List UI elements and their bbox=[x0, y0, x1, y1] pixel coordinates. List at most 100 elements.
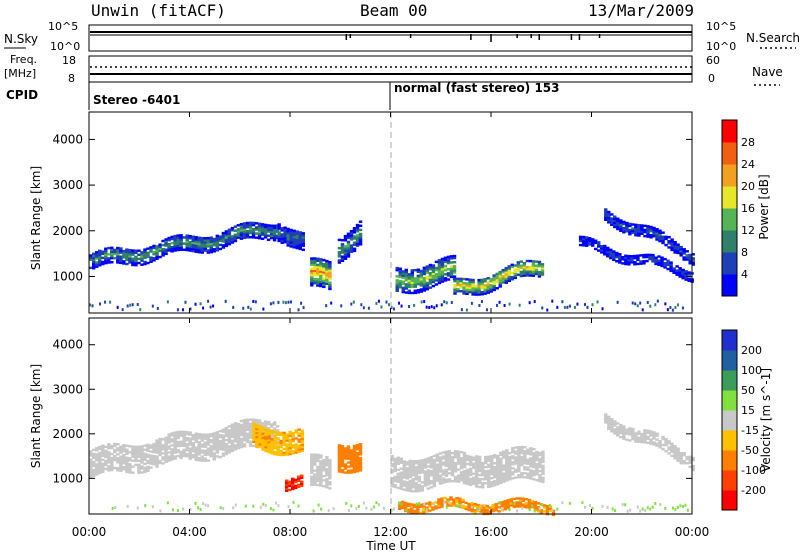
heatmap-cell bbox=[691, 464, 695, 468]
heatmap-cell bbox=[440, 265, 445, 269]
heatmap-cell bbox=[566, 305, 569, 309]
heatmap-cell bbox=[119, 257, 123, 261]
heatmap-cell bbox=[607, 419, 611, 423]
heatmap-cell bbox=[89, 472, 93, 475]
heatmap-cell bbox=[538, 473, 542, 477]
heatmap-cell bbox=[507, 269, 511, 272]
heatmap-cell bbox=[176, 234, 180, 237]
heatmap-cell bbox=[146, 247, 150, 250]
heatmap-cell bbox=[155, 461, 159, 464]
heatmap-cell bbox=[194, 436, 198, 439]
heatmap-cell bbox=[110, 261, 114, 264]
heatmap-cell bbox=[206, 459, 210, 462]
heatmap-cell bbox=[461, 504, 465, 508]
heatmap-cell bbox=[508, 302, 511, 306]
heatmap-cell bbox=[134, 459, 138, 463]
heatmap-cell bbox=[131, 447, 135, 450]
heatmap-cell bbox=[480, 482, 485, 485]
heatmap-cell bbox=[573, 305, 576, 309]
heatmap-cell bbox=[622, 226, 626, 230]
heatmap-cell bbox=[209, 242, 214, 246]
heatmap-cell bbox=[247, 305, 250, 309]
heatmap-cell bbox=[459, 279, 463, 283]
heatmap-cell bbox=[440, 270, 445, 273]
heatmap-cell bbox=[358, 241, 363, 244]
heatmap-cell bbox=[328, 260, 332, 264]
heatmap-cell bbox=[625, 221, 629, 225]
heatmap-cell bbox=[496, 462, 500, 466]
heatmap-cell bbox=[420, 467, 425, 470]
heatmap-cell bbox=[502, 476, 506, 479]
heatmap-cell bbox=[520, 449, 524, 453]
heatmap-cell bbox=[401, 290, 405, 294]
heatmap-cell bbox=[426, 475, 431, 478]
heatmap-cell bbox=[414, 488, 419, 491]
heatmap-cell bbox=[464, 501, 468, 505]
heatmap-cell bbox=[529, 469, 533, 472]
colorbar-tick-label: -50 bbox=[741, 444, 759, 457]
heatmap-cell bbox=[152, 458, 156, 462]
heatmap-cell bbox=[152, 450, 156, 454]
heatmap-cell bbox=[158, 247, 162, 251]
heatmap-cell bbox=[104, 251, 108, 255]
heatmap-cell bbox=[233, 237, 238, 241]
heatmap-cell bbox=[107, 257, 111, 260]
heatmap-cell bbox=[316, 278, 320, 281]
heatmap-cell bbox=[126, 304, 129, 308]
heatmap-cell bbox=[116, 443, 120, 446]
heatmap-cell bbox=[636, 304, 639, 308]
heatmap-cell bbox=[355, 464, 360, 467]
heatmap-cell bbox=[529, 473, 533, 476]
heatmap-cell bbox=[283, 228, 287, 232]
heatmap-cell bbox=[122, 462, 126, 465]
heatmap-cell bbox=[197, 447, 201, 450]
heatmap-cell bbox=[343, 463, 348, 466]
heatmap-cell bbox=[95, 263, 99, 266]
heatmap-cell bbox=[276, 433, 280, 436]
heatmap-cell bbox=[413, 509, 417, 513]
heatmap-cell bbox=[313, 483, 317, 486]
heatmap-cell bbox=[113, 456, 117, 460]
heatmap-cell bbox=[681, 272, 685, 276]
heatmap-cell bbox=[164, 458, 168, 462]
heatmap-cell bbox=[224, 232, 229, 235]
heatmap-cell bbox=[531, 274, 536, 277]
heatmap-cell bbox=[131, 249, 135, 252]
heatmap-cell bbox=[676, 449, 680, 452]
heatmap-cell bbox=[116, 305, 119, 309]
heatmap-cell bbox=[337, 464, 342, 467]
heatmap-cell bbox=[538, 465, 542, 469]
heatmap-cell bbox=[440, 263, 445, 267]
heatmap-cell bbox=[233, 233, 238, 237]
heatmap-cell bbox=[516, 269, 521, 272]
heatmap-cell bbox=[197, 248, 201, 252]
heatmap-cell bbox=[349, 244, 354, 247]
heatmap-cell bbox=[413, 505, 417, 509]
heatmap-cell bbox=[517, 463, 521, 467]
heatmap-cell bbox=[258, 441, 262, 444]
heatmap-cell bbox=[149, 454, 153, 457]
heatmap-cell bbox=[164, 450, 168, 454]
heatmap-cell bbox=[95, 261, 99, 264]
heatmap-cell bbox=[98, 465, 102, 469]
heatmap-cell bbox=[249, 307, 252, 311]
heatmap-cell bbox=[257, 419, 262, 422]
heatmap-cell bbox=[221, 428, 226, 431]
heatmap-cell bbox=[438, 460, 443, 463]
heatmap-cell bbox=[674, 306, 677, 310]
heatmap-cell bbox=[358, 467, 363, 470]
heatmap-cell bbox=[446, 268, 451, 271]
heatmap-cell bbox=[535, 470, 539, 474]
heatmap-cell bbox=[176, 238, 180, 241]
heatmap-cell bbox=[432, 478, 437, 482]
heatmap-cell bbox=[101, 446, 105, 449]
heatmap-cell bbox=[613, 428, 617, 431]
heatmap-cell bbox=[343, 247, 348, 250]
heatmap-cell bbox=[230, 447, 235, 451]
heatmap-cell bbox=[641, 507, 644, 511]
heatmap-cell bbox=[239, 437, 244, 441]
heatmap-cell bbox=[646, 429, 650, 433]
heatmap-cell bbox=[609, 256, 613, 260]
heatmap-cell bbox=[429, 472, 434, 475]
